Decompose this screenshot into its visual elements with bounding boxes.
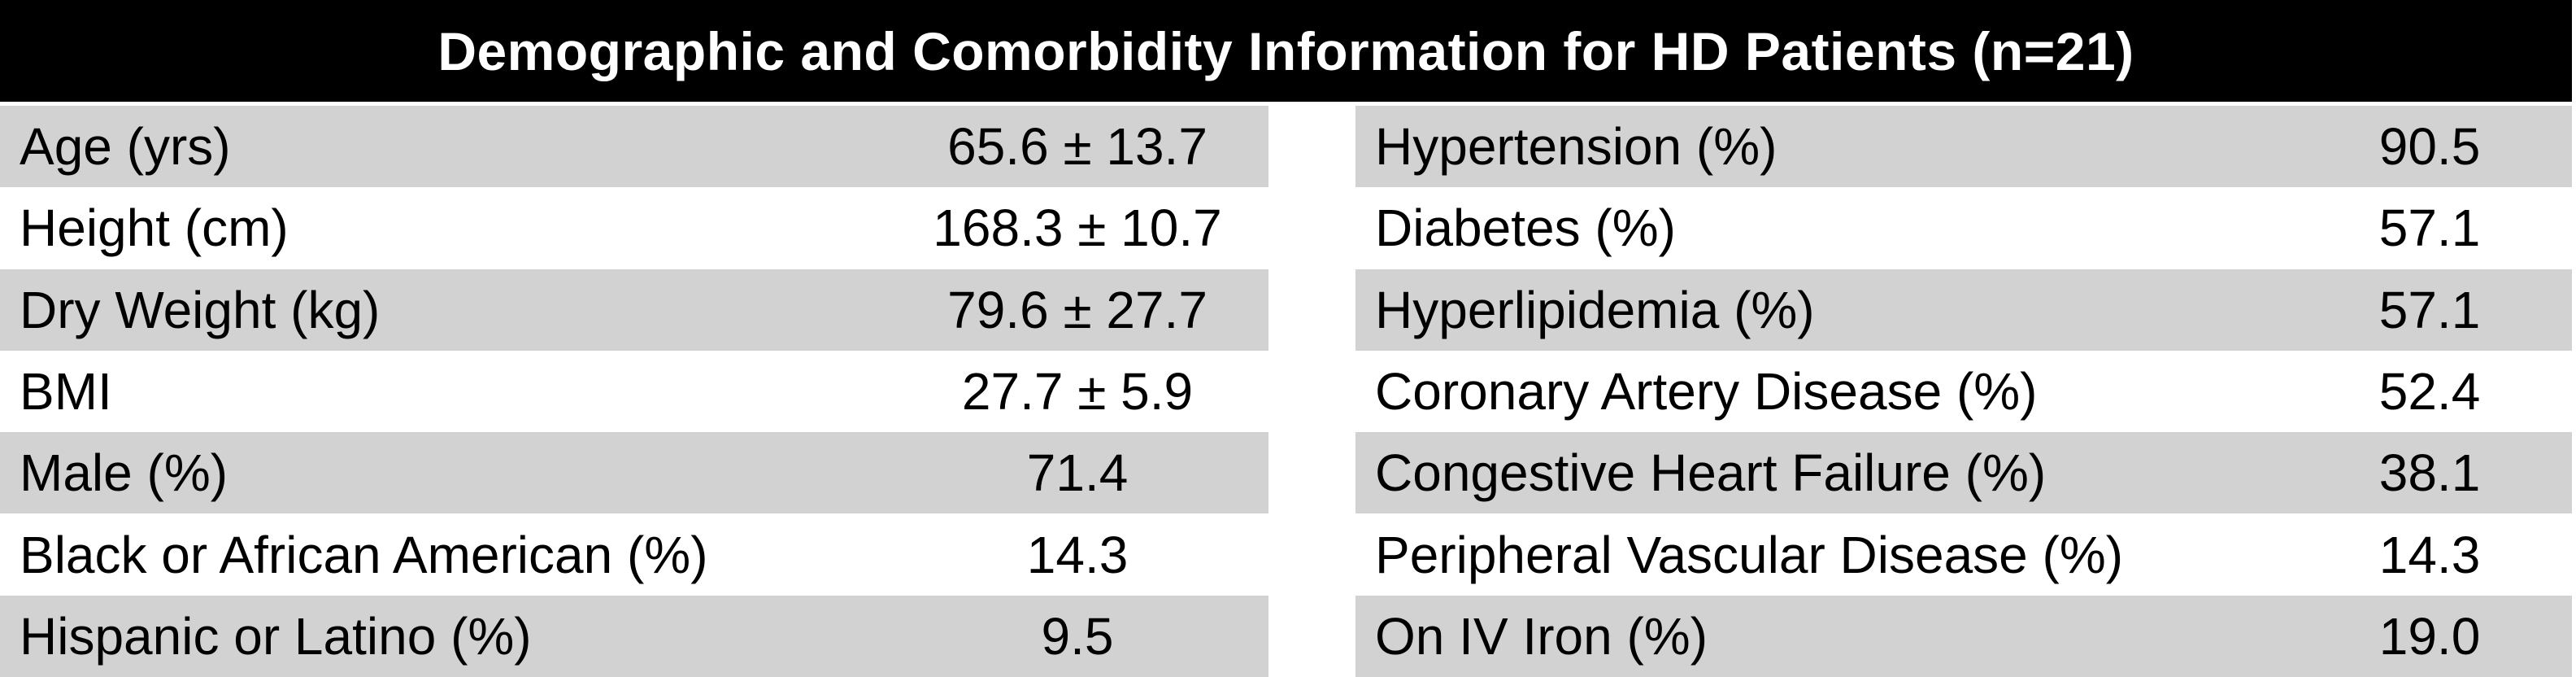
row-label: Diabetes (%)	[1375, 199, 1676, 258]
row-label: On IV Iron (%)	[1375, 606, 1708, 666]
table-row: Congestive Heart Failure (%) 38.1	[1355, 432, 2572, 514]
table-row: Black or African American (%) 14.3	[0, 513, 1268, 596]
demographics-column-group: Age (yrs) 65.6 ± 13.7 Height (cm) 168.3 …	[0, 106, 1268, 677]
row-value: 57.1	[2378, 199, 2481, 258]
row-label: Hyperlipidemia (%)	[1375, 280, 1815, 339]
row-label: Dry Weight (kg)	[20, 280, 381, 339]
row-value: 52.4	[2378, 361, 2481, 421]
table-title: Demographic and Comorbidity Information …	[437, 20, 2134, 81]
row-value: 168.3 ± 10.7	[933, 199, 1222, 258]
table-row: Height (cm) 168.3 ± 10.7	[0, 187, 1268, 269]
row-value: 65.6 ± 13.7	[947, 117, 1208, 177]
row-label: Hispanic or Latino (%)	[20, 606, 532, 666]
table-row: Peripheral Vascular Disease (%) 14.3	[1355, 513, 2572, 596]
table-row: Male (%) 71.4	[0, 432, 1268, 514]
table-row: BMI 27.7 ± 5.9	[0, 350, 1268, 433]
row-value: 38.1	[2378, 443, 2481, 503]
row-value: 90.5	[2378, 117, 2481, 177]
table-row: Hyperlipidemia (%) 57.1	[1355, 269, 2572, 351]
comorbidity-column-group: Hypertension (%) 90.5 Diabetes (%) 57.1 …	[1355, 106, 2572, 677]
row-value: 57.1	[2378, 280, 2481, 339]
row-label: Hypertension (%)	[1375, 117, 1778, 177]
row-value: 19.0	[2378, 606, 2481, 666]
table-row: Hypertension (%) 90.5	[1355, 106, 2572, 188]
row-label: Male (%)	[20, 443, 228, 503]
table-row: Dry Weight (kg) 79.6 ± 27.7	[0, 269, 1268, 351]
table-row: Hispanic or Latino (%) 9.5	[0, 595, 1268, 677]
row-label: Peripheral Vascular Disease (%)	[1375, 525, 2124, 584]
row-value: 9.5	[1041, 606, 1114, 666]
row-label: Congestive Heart Failure (%)	[1375, 443, 2047, 503]
row-value: 27.7 ± 5.9	[961, 361, 1194, 421]
row-value: 14.3	[1026, 525, 1129, 584]
row-value: 71.4	[1026, 443, 1129, 503]
table-row: Age (yrs) 65.6 ± 13.7	[0, 106, 1268, 188]
row-label: Coronary Artery Disease (%)	[1375, 361, 2038, 421]
row-label: Height (cm)	[20, 199, 289, 258]
table-row: Diabetes (%) 57.1	[1355, 187, 2572, 269]
row-value: 79.6 ± 27.7	[947, 280, 1208, 339]
table-body: Age (yrs) 65.6 ± 13.7 Height (cm) 168.3 …	[0, 106, 2572, 677]
row-label: BMI	[20, 361, 112, 421]
table-row: Coronary Artery Disease (%) 52.4	[1355, 350, 2572, 433]
row-label: Black or African American (%)	[20, 525, 708, 584]
column-divider-gap	[1268, 106, 1355, 677]
table-row: On IV Iron (%) 19.0	[1355, 595, 2572, 677]
table-title-bar: Demographic and Comorbidity Information …	[0, 0, 2572, 102]
row-value: 14.3	[2378, 525, 2481, 584]
row-label: Age (yrs)	[20, 117, 231, 177]
